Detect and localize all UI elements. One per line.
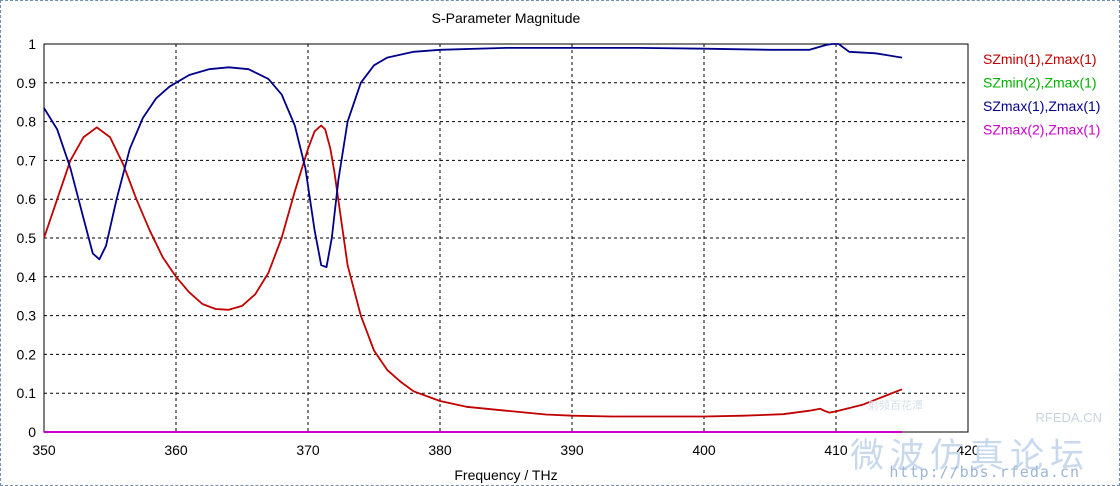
chart-title: S-Parameter Magnitude [432,10,581,26]
y-tick-label: 0 [28,424,36,440]
legend-entry-4: SZmax(2),Zmax(1) [983,122,1100,138]
watermark-url: http://bbs.rfeda.cn [889,463,1080,481]
y-tick-label: 0.3 [17,308,37,324]
y-tick-label: 0.2 [17,346,37,362]
x-tick-labels: 350 360 370 380 390 400 410 420 [32,442,980,458]
y-tick-label: 0.8 [17,114,37,130]
x-tick-label: 420 [956,442,980,458]
watermark-small-text: 射频百花潭 [868,399,923,412]
x-tick-label: 380 [428,442,452,458]
legend-entry-3: SZmax(1),Zmax(1) [983,98,1100,114]
y-tick-label: 0.9 [17,75,37,91]
grid-lines [44,44,968,432]
legend-entry-2: SZmin(2),Zmax(1) [983,75,1097,91]
y-tick-label: 0.7 [17,152,37,168]
y-tick-label: 0.6 [17,191,37,207]
y-tick-label: 0.4 [17,269,37,285]
y-tick-label: 0.1 [17,385,37,401]
series-line-3 [43,43,903,268]
y-tick-label: 1 [28,36,36,52]
x-axis-label: Frequency / THz [454,467,557,483]
x-tick-label: 360 [164,442,188,458]
legend-entry-1: SZmin(1),Zmax(1) [983,51,1097,67]
x-tick-label: 410 [824,442,848,458]
x-tick-label: 400 [692,442,716,458]
y-tick-label: 0.5 [17,230,37,246]
x-tick-label: 350 [32,442,56,458]
y-tick-labels: 0 0.1 0.2 0.3 0.4 0.5 0.6 0.7 0.8 0.9 1 [17,36,37,440]
series-line-1 [43,124,903,418]
watermark-big-text: 微波仿真论坛 [850,436,1090,476]
series-group [43,43,903,433]
x-tick-label: 370 [296,442,320,458]
watermark-site-label: RFEDA.CN [1035,410,1102,425]
x-tick-label: 390 [560,442,584,458]
legend: SZmin(1),Zmax(1) SZmin(2),Zmax(1) SZmax(1)… [983,51,1100,138]
